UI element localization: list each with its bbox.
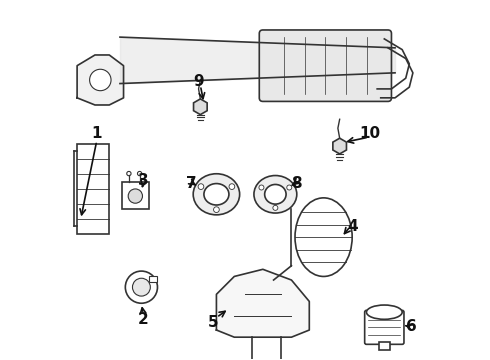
Text: 10: 10	[360, 126, 381, 141]
Text: 5: 5	[208, 315, 218, 330]
Ellipse shape	[367, 305, 402, 319]
Circle shape	[214, 207, 220, 212]
Ellipse shape	[254, 176, 297, 213]
Text: 8: 8	[292, 176, 302, 191]
FancyBboxPatch shape	[379, 342, 390, 350]
Circle shape	[138, 171, 142, 176]
Circle shape	[127, 171, 131, 176]
Circle shape	[273, 205, 278, 210]
FancyBboxPatch shape	[77, 144, 109, 234]
Ellipse shape	[265, 184, 286, 204]
Polygon shape	[77, 55, 123, 105]
Circle shape	[229, 184, 235, 189]
Circle shape	[128, 189, 143, 203]
Ellipse shape	[204, 184, 229, 205]
FancyBboxPatch shape	[259, 30, 392, 102]
Circle shape	[198, 184, 204, 189]
Text: 3: 3	[138, 172, 148, 188]
Text: 7: 7	[186, 176, 196, 191]
Ellipse shape	[295, 198, 352, 276]
Polygon shape	[217, 269, 309, 337]
Text: 4: 4	[347, 219, 358, 234]
Text: 1: 1	[92, 126, 102, 141]
Circle shape	[125, 271, 157, 303]
FancyBboxPatch shape	[365, 310, 404, 344]
Text: 9: 9	[193, 74, 204, 89]
Circle shape	[259, 185, 264, 190]
Circle shape	[287, 185, 292, 190]
FancyBboxPatch shape	[122, 182, 148, 208]
Ellipse shape	[193, 174, 240, 215]
Text: 2: 2	[138, 312, 148, 327]
Text: 6: 6	[406, 319, 416, 334]
FancyBboxPatch shape	[148, 276, 157, 282]
Circle shape	[90, 69, 111, 91]
Circle shape	[132, 278, 150, 296]
